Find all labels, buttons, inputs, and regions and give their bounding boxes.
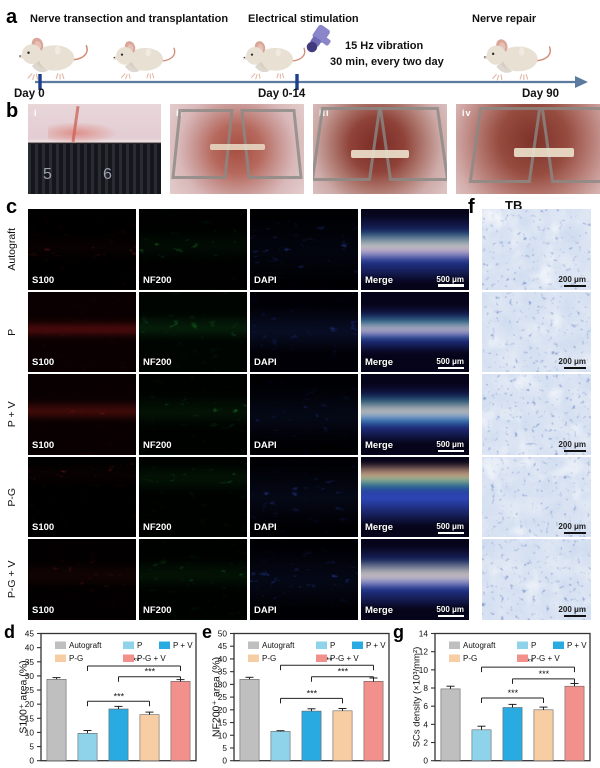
svg-text:P-G + V: P-G + V <box>330 654 359 663</box>
svg-text:***: *** <box>538 669 549 679</box>
svg-text:Autograft: Autograft <box>463 641 496 650</box>
svg-text:P-G: P-G <box>262 654 276 663</box>
svg-text:P-G + V: P-G + V <box>137 654 166 663</box>
svg-text:***: *** <box>144 667 155 677</box>
svg-text:P: P <box>531 641 536 650</box>
svg-text:P-G + V: P-G + V <box>531 654 560 663</box>
svg-text:Autograft: Autograft <box>69 641 102 650</box>
svg-text:P-G: P-G <box>463 654 477 663</box>
svg-text:P + V: P + V <box>366 641 386 650</box>
svg-text:***: *** <box>306 688 317 698</box>
svg-text:P: P <box>330 641 335 650</box>
svg-text:P-G: P-G <box>69 654 83 663</box>
svg-text:P: P <box>137 641 142 650</box>
svg-text:***: *** <box>113 691 124 701</box>
svg-text:P + V: P + V <box>567 641 587 650</box>
svg-text:***: *** <box>507 688 518 698</box>
svg-text:***: *** <box>337 667 348 677</box>
svg-text:P + V: P + V <box>173 641 193 650</box>
svg-text:Autograft: Autograft <box>262 641 295 650</box>
